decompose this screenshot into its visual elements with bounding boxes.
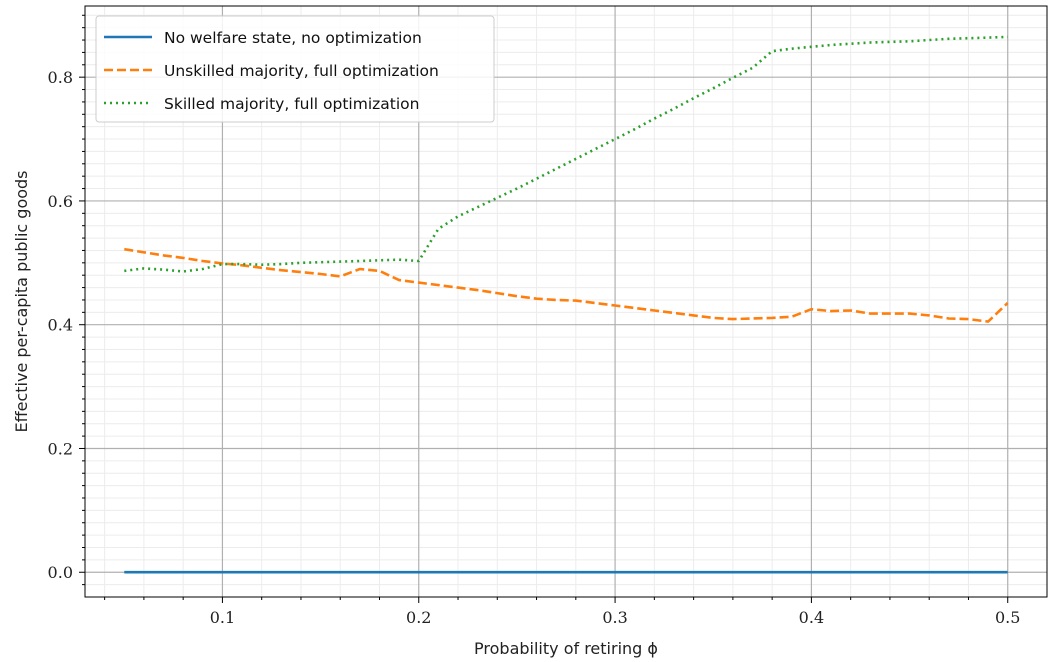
y-axis-label: Effective per-capita public goods (12, 170, 31, 432)
y-tick-label: 0.4 (48, 316, 73, 335)
x-axis-label: Probability of retiring ϕ (474, 639, 658, 658)
x-tick-label: 0.2 (406, 608, 431, 627)
legend-label-unskilled: Unskilled majority, full optimization (164, 62, 439, 80)
x-tick-label: 0.1 (210, 608, 235, 627)
y-tick-label: 0.6 (48, 192, 73, 211)
y-tick-label: 0.2 (48, 439, 73, 458)
legend-label-skilled: Skilled majority, full optimization (164, 95, 419, 113)
x-tick-label: 0.3 (602, 608, 627, 627)
x-tick-label: 0.5 (995, 608, 1020, 627)
y-tick-label: 0.8 (48, 68, 73, 87)
legend-label-no-welfare: No welfare state, no optimization (164, 29, 422, 47)
axis-ticks: 0.1 0.2 0.3 0.4 0.5 0.0 0.2 0.4 0.6 0.8 (48, 14, 1020, 627)
series-line-unskilled (124, 247, 1009, 323)
series-layer (124, 35, 1009, 574)
y-tick-label: 0.0 (48, 563, 73, 582)
legend-box (95, 15, 495, 123)
plot-frame (84, 5, 1048, 598)
x-tick-label: 0.4 (799, 608, 824, 627)
legend: No welfare state, no optimization Unskil… (95, 15, 495, 123)
